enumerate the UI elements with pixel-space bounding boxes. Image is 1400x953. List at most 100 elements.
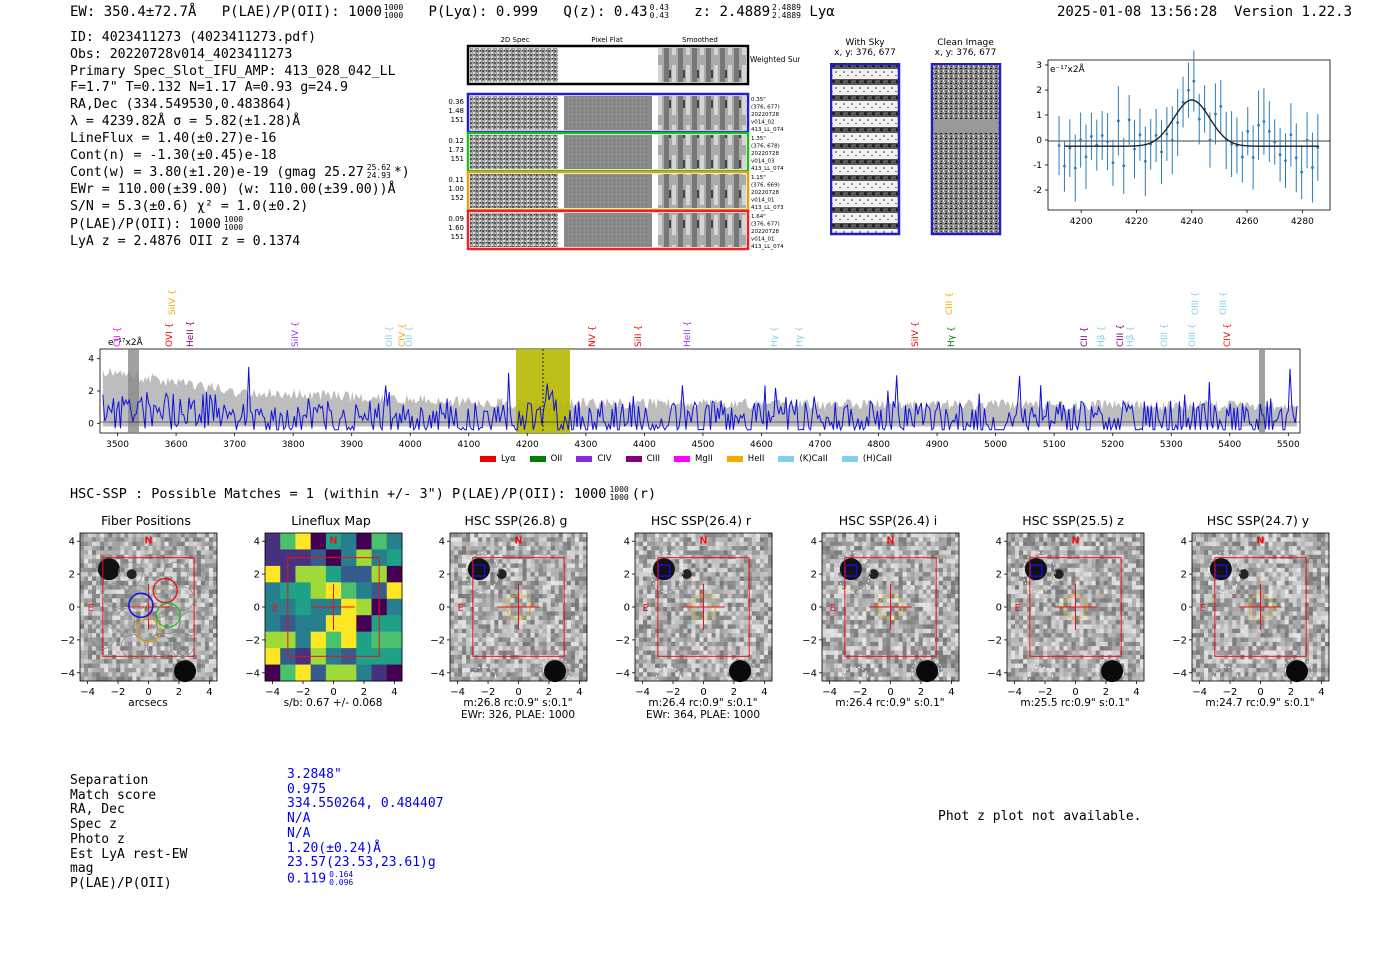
hsc-pixel <box>156 659 161 664</box>
hsc-pixel <box>890 550 895 556</box>
hsc-pixel <box>204 620 210 625</box>
hsc-pixel <box>494 650 499 656</box>
hsc-pixel <box>120 633 125 638</box>
hsc-pixel <box>910 580 915 586</box>
hsc-y-tick-label: 0 <box>439 603 445 614</box>
spectral-line-label: Hγ { <box>795 326 805 347</box>
hsc-pixel <box>735 607 741 612</box>
hsc-pixel <box>510 650 515 656</box>
hsc-pixel <box>88 611 93 617</box>
hsc-pixel <box>490 589 495 595</box>
hsc-pixel <box>514 637 519 643</box>
hsc-image-pixels <box>80 533 218 682</box>
hsc-pixel <box>826 585 831 590</box>
hsc-pixel <box>144 541 149 547</box>
hsc-pixel <box>200 550 206 556</box>
hsc-pixel <box>898 593 903 599</box>
hsc-pixel <box>462 580 467 586</box>
hsc-pixel <box>172 554 178 560</box>
hsc-pixel <box>494 550 499 556</box>
hsc-pixel <box>691 567 696 573</box>
hsc-pixel <box>862 607 867 612</box>
hsc-pixel <box>196 659 202 664</box>
hsc-pixel <box>458 563 463 569</box>
hsc-pixel <box>156 676 161 682</box>
hsc-pixel <box>727 585 733 590</box>
hsc-pixel <box>510 546 515 551</box>
hsc-pixel <box>826 580 831 586</box>
zoom-point <box>1138 133 1142 137</box>
hsc-pixel <box>655 663 660 669</box>
hsc-pixel <box>830 663 835 669</box>
hsc-pixel <box>747 628 753 634</box>
hsc-pixel <box>735 615 741 621</box>
hsc-pixel <box>675 541 680 547</box>
hsc-pixel <box>922 624 928 630</box>
hsc-pixel <box>550 646 556 651</box>
hsc-pixel <box>478 541 483 547</box>
hsc-pixel <box>132 667 137 673</box>
hsc-pixel <box>719 576 724 582</box>
hsc-pixel <box>647 633 652 638</box>
hsc-pixel <box>104 624 109 630</box>
hsc-pixel <box>763 663 769 669</box>
hsc-pixel <box>898 572 903 577</box>
hsc-pixel <box>514 607 519 612</box>
hsc-pixel <box>679 576 684 582</box>
hsc-pixel <box>922 572 928 577</box>
hsc-pixel <box>866 628 871 634</box>
hsc-pixel <box>566 607 572 612</box>
hsc-pixel <box>723 559 728 564</box>
hsc-pixel <box>755 676 761 682</box>
hsc-pixel <box>886 659 891 664</box>
hsc-pixel <box>679 585 684 590</box>
hsc-pixel <box>826 541 831 547</box>
fiber-circle <box>117 561 143 587</box>
hsc-x-tick-label: −4 <box>80 687 95 698</box>
hsc-pixel <box>506 541 511 547</box>
hsc-pixel <box>822 563 827 569</box>
hsc-y-tick-label: 2 <box>624 570 630 581</box>
hsc-pixel <box>663 659 668 664</box>
search-box <box>287 557 380 657</box>
hsc-pixel <box>160 537 165 543</box>
hsc-pixel <box>554 641 560 647</box>
hsc-pixel <box>148 550 153 556</box>
hsc-pixel <box>574 563 580 569</box>
hsc-pixel <box>870 559 875 564</box>
hsc-pixel <box>838 624 843 630</box>
hsc-pixel <box>116 615 121 621</box>
hsc-pixel <box>558 563 564 569</box>
hsc-pixel <box>458 615 463 621</box>
hsc-pixel <box>866 559 871 564</box>
hsc-pixel <box>486 576 491 582</box>
hsc-pixel <box>747 611 753 617</box>
hsc-pixel <box>172 593 178 599</box>
hsc-pixel <box>498 633 503 638</box>
hsc-pixel <box>874 546 879 551</box>
hsc-pixel <box>699 663 704 669</box>
hsc-pixel <box>574 554 580 560</box>
hsc-pixel <box>846 676 851 682</box>
hsc-pixel <box>212 607 218 612</box>
hsc-pixel <box>671 628 676 634</box>
spectral-line-label: NV { <box>588 326 598 347</box>
hsc-pixel <box>914 559 920 564</box>
hsc-pixel <box>562 585 568 590</box>
hsc-pixel <box>763 546 769 551</box>
hsc-pixel <box>530 554 535 560</box>
hsc-pixel <box>727 654 733 660</box>
hsc-pixel <box>522 676 527 682</box>
hsc-pixel <box>578 650 584 656</box>
hsc-pixel <box>906 615 911 621</box>
hsc-pixel <box>200 663 206 669</box>
north-label: N <box>145 536 153 547</box>
hsc-pixel <box>850 593 855 599</box>
hsc-pixel <box>558 615 564 621</box>
hsc-pixel <box>735 580 741 586</box>
hsc-pixel <box>711 554 716 560</box>
hsc-pixel <box>842 620 847 625</box>
hsc-pixel <box>506 615 511 621</box>
hsc-pixel <box>691 676 696 682</box>
hsc-pixel <box>707 546 712 551</box>
